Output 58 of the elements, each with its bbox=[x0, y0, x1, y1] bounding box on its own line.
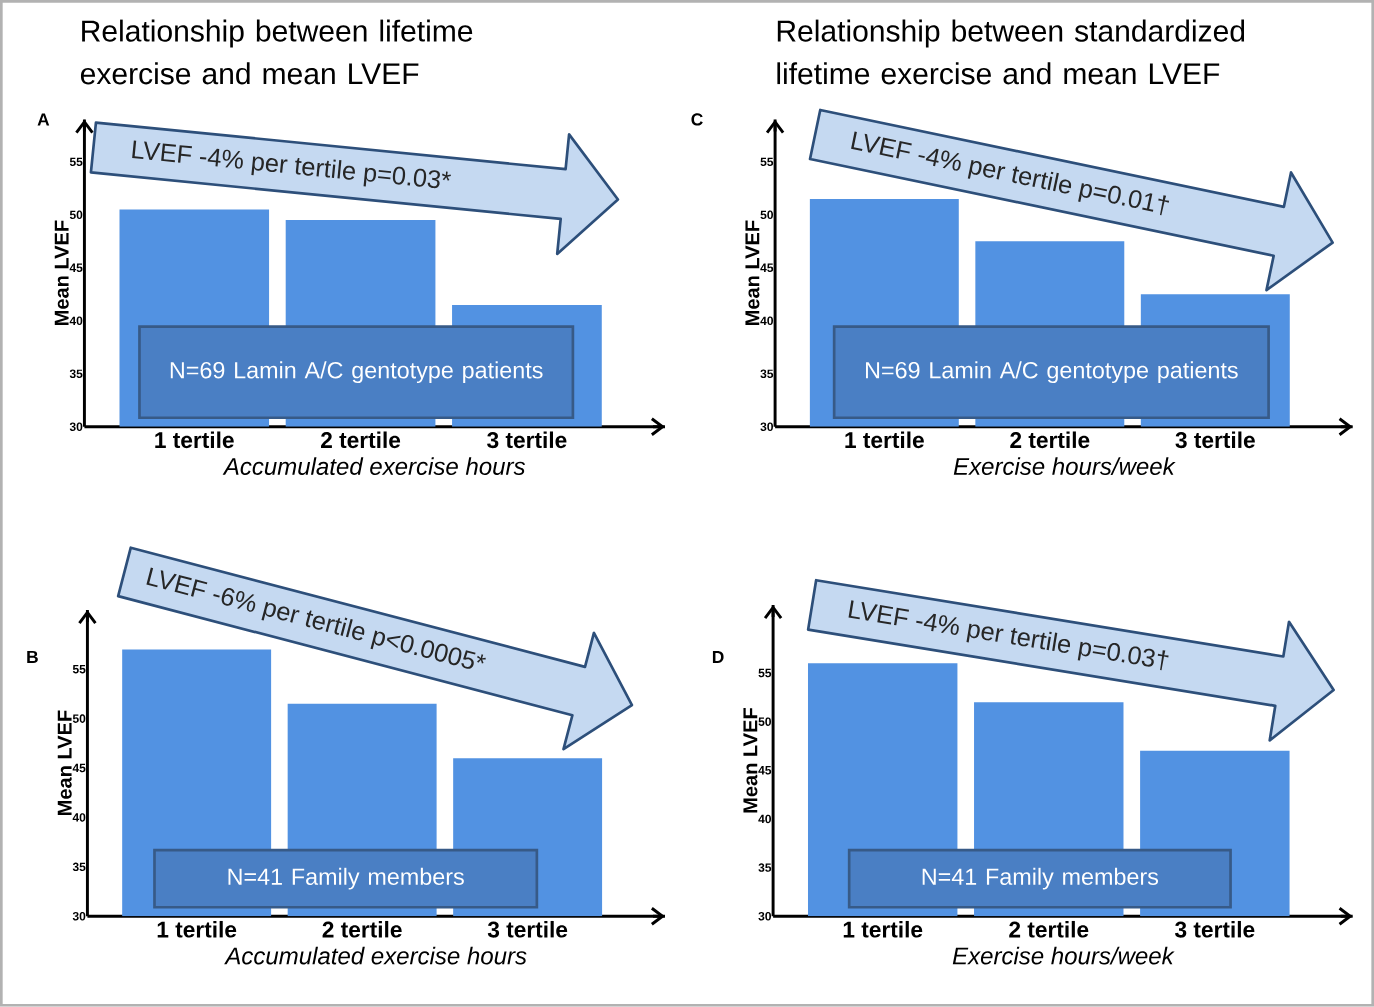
chart-title: Relationship between standardized lifetime exercise and mean LVEF bbox=[777, 19, 1245, 85]
text: D bbox=[712, 651, 724, 664]
x-axis-title: Exercise hours/week bbox=[953, 457, 1176, 476]
annotation: N=69 Lamin A/C gentotype patients bbox=[170, 361, 543, 384]
x-tick-label: 3 tertile bbox=[1175, 431, 1255, 449]
x-tick-label: 3 tertile bbox=[1175, 921, 1255, 938]
x-axis-title: Accumulated exercise hours bbox=[224, 946, 527, 965]
y-axis-title: Mean LVEF bbox=[745, 220, 760, 326]
x-tick-label: 2 tertile bbox=[1009, 921, 1089, 938]
y-tick-label: 50 bbox=[760, 210, 774, 220]
annotation: LVEF -4% per tertile p=0.03* bbox=[132, 140, 451, 189]
x-tick-label: 2 tertile bbox=[322, 921, 402, 938]
x-tick-label: 1 tertile bbox=[845, 431, 924, 449]
x-tick-label: 2 tertile bbox=[1010, 431, 1090, 449]
x-tick-label: 3 tertile bbox=[487, 921, 568, 938]
annotation: LVEF -4% per tertile p=0.01† bbox=[851, 131, 1170, 216]
text: C bbox=[691, 113, 703, 126]
annotation: N=69 Lamin A/C gentotype patients bbox=[866, 361, 1238, 384]
y-tick-label: 50 bbox=[69, 210, 83, 220]
annotation: LVEF -4% per tertile p=0.03† bbox=[848, 600, 1169, 671]
y-tick-label: 45 bbox=[760, 263, 774, 273]
y-tick-label: 45 bbox=[72, 764, 86, 773]
x-tick-label: 1 tertile bbox=[843, 921, 923, 938]
chart-title: Relationship between lifetime exercise and mean LVEF bbox=[80, 19, 473, 85]
x-tick-label: 1 tertile bbox=[155, 431, 234, 449]
y-axis-title: Mean LVEF bbox=[743, 708, 758, 813]
y-tick-label: 55 bbox=[760, 157, 774, 167]
x-axis-title: Exercise hours/week bbox=[952, 946, 1175, 965]
annotation: N=41 Family members bbox=[228, 867, 464, 890]
y-tick-label: 55 bbox=[69, 157, 83, 167]
x-tick-label: 2 tertile bbox=[321, 431, 401, 449]
text: B bbox=[27, 651, 38, 664]
y-tick-label: 35 bbox=[69, 369, 83, 379]
y-tick-label: 30 bbox=[69, 422, 83, 432]
y-tick-label: 45 bbox=[69, 263, 83, 273]
y-tick-label: 45 bbox=[758, 766, 772, 775]
y-tick-label: 35 bbox=[72, 862, 86, 872]
y-tick-label: 30 bbox=[760, 422, 774, 432]
y-tick-label: 35 bbox=[760, 369, 774, 379]
y-tick-label: 40 bbox=[69, 316, 83, 326]
annotation: N=41 Family members bbox=[922, 867, 1159, 890]
y-tick-label: 40 bbox=[760, 316, 774, 326]
y-tick-label: 50 bbox=[72, 714, 86, 724]
x-axis-title: Accumulated exercise hours bbox=[222, 457, 526, 476]
x-tick-label: 1 tertile bbox=[157, 921, 237, 938]
y-tick-label: 55 bbox=[758, 669, 772, 678]
y-tick-label: 40 bbox=[758, 814, 772, 824]
annotation: LVEF -6% per tertile p<0.0005* bbox=[146, 567, 486, 670]
y-tick-label: 55 bbox=[72, 665, 86, 674]
y-tick-label: 50 bbox=[758, 717, 772, 727]
y-tick-label: 30 bbox=[72, 912, 86, 921]
y-axis-title: Mean LVEF bbox=[57, 710, 72, 816]
text: A bbox=[37, 113, 50, 126]
y-axis-title: Mean LVEF bbox=[54, 220, 69, 326]
x-tick-label: 3 tertile bbox=[487, 431, 567, 449]
y-tick-label: 30 bbox=[758, 912, 772, 921]
y-tick-label: 35 bbox=[758, 863, 772, 873]
y-tick-label: 40 bbox=[72, 813, 86, 822]
